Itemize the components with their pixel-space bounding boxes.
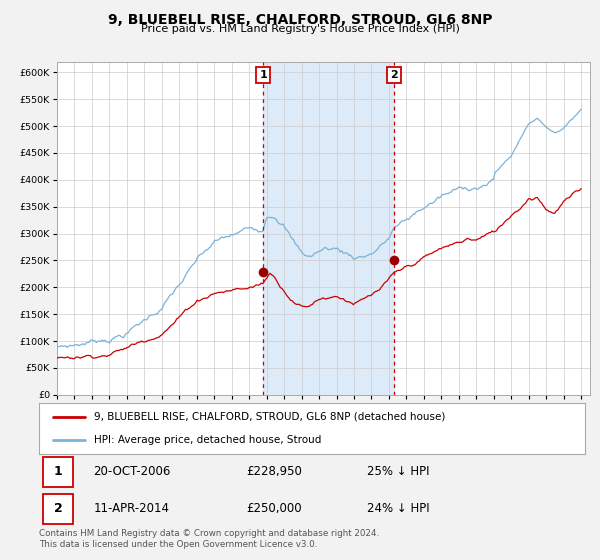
Text: 1: 1 — [54, 465, 63, 478]
Text: 2: 2 — [54, 502, 63, 515]
Text: 24% ↓ HPI: 24% ↓ HPI — [367, 502, 429, 515]
Bar — [43, 494, 73, 524]
Text: 9, BLUEBELL RISE, CHALFORD, STROUD, GL6 8NP: 9, BLUEBELL RISE, CHALFORD, STROUD, GL6 … — [108, 13, 492, 27]
Text: £250,000: £250,000 — [247, 502, 302, 515]
Text: Price paid vs. HM Land Registry's House Price Index (HPI): Price paid vs. HM Land Registry's House … — [140, 24, 460, 34]
Text: 11-APR-2014: 11-APR-2014 — [94, 502, 170, 515]
Text: 2: 2 — [390, 70, 397, 80]
Text: HPI: Average price, detached house, Stroud: HPI: Average price, detached house, Stro… — [94, 435, 321, 445]
Bar — [263, 62, 394, 395]
Text: 25% ↓ HPI: 25% ↓ HPI — [367, 465, 429, 478]
Text: Contains HM Land Registry data © Crown copyright and database right 2024.
This d: Contains HM Land Registry data © Crown c… — [39, 529, 379, 549]
Text: 20-OCT-2006: 20-OCT-2006 — [94, 465, 171, 478]
Text: 1: 1 — [259, 70, 267, 80]
Text: £228,950: £228,950 — [247, 465, 302, 478]
Bar — [43, 457, 73, 487]
Text: 9, BLUEBELL RISE, CHALFORD, STROUD, GL6 8NP (detached house): 9, BLUEBELL RISE, CHALFORD, STROUD, GL6 … — [94, 412, 445, 422]
